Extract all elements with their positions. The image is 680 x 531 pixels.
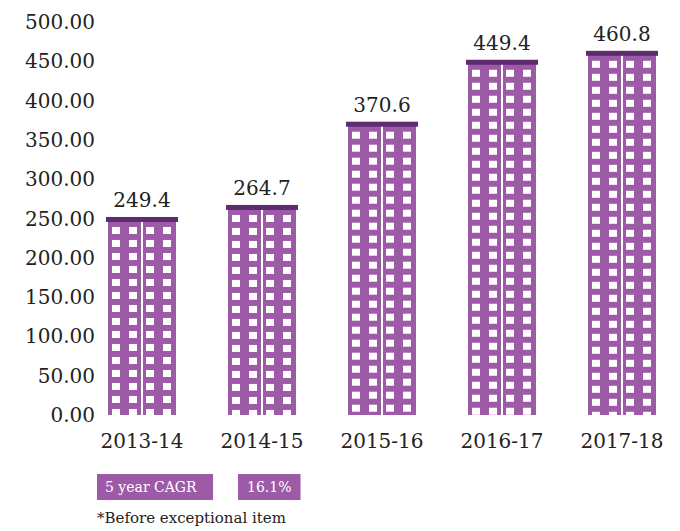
- bar: [588, 53, 656, 415]
- bar-divider: [381, 124, 383, 415]
- y-tick-label: 150.00: [25, 285, 95, 309]
- bar: [348, 124, 416, 415]
- x-tick-label: 2014-15: [220, 429, 303, 453]
- bar-cap: [226, 205, 298, 210]
- x-tick-label: 2015-16: [340, 429, 423, 453]
- data-label: 460.8: [593, 22, 650, 46]
- y-tick-label: 500.00: [25, 10, 95, 34]
- y-tick-label: 350.00: [25, 128, 95, 152]
- y-tick-label: 300.00: [25, 167, 95, 191]
- y-tick-label: 50.00: [38, 364, 95, 388]
- chart: 0.00 50.00 100.00 150.00 200.00 250.00 300.00 3…: [0, 0, 680, 531]
- y-tick-label: 200.00: [25, 246, 95, 270]
- bar-cap: [586, 51, 658, 56]
- cagr-label-box: [97, 474, 213, 500]
- data-label: 449.4: [473, 31, 530, 55]
- x-tick-label: 2016-17: [460, 429, 543, 453]
- cagr-label: 5 year CAGR: [105, 479, 197, 495]
- data-label: 249.4: [113, 188, 170, 212]
- y-tick-label: 450.00: [25, 49, 95, 73]
- x-tick-label: 2017-18: [580, 429, 663, 453]
- bar: [108, 219, 176, 415]
- bar: [468, 62, 536, 415]
- bar-divider: [141, 219, 143, 415]
- cagr-value-box: [238, 474, 300, 500]
- bar-divider: [261, 207, 263, 415]
- cagr-value: 16.1%: [247, 479, 291, 495]
- bars: [106, 51, 658, 415]
- footnote: *Before exceptional item: [97, 509, 286, 527]
- data-label: 370.6: [353, 93, 410, 117]
- y-tick-label: 100.00: [25, 324, 95, 348]
- bar: [228, 207, 296, 415]
- bar-divider: [621, 53, 623, 415]
- x-tick-label: 2013-14: [100, 429, 183, 453]
- y-tick-label: 0.00: [50, 403, 95, 427]
- bar-divider: [501, 62, 503, 415]
- data-label: 264.7: [233, 176, 290, 200]
- bar-cap: [346, 122, 418, 127]
- bar-cap: [106, 217, 178, 222]
- y-tick-label: 250.00: [25, 207, 95, 231]
- y-tick-label: 400.00: [25, 89, 95, 113]
- bar-cap: [466, 60, 538, 65]
